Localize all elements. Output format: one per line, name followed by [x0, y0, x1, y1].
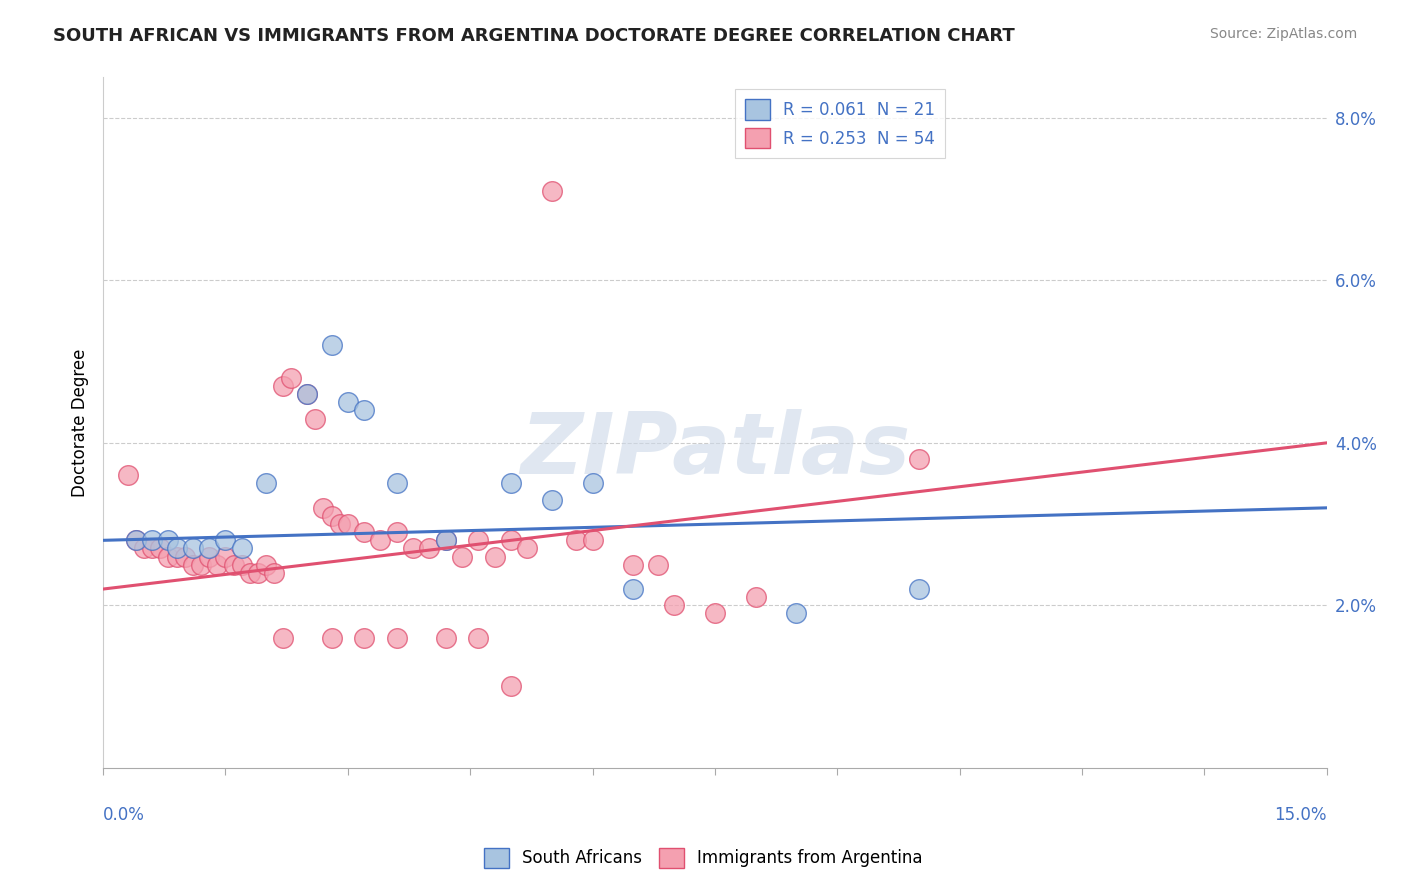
Point — [703, 607, 725, 621]
Point — [353, 403, 375, 417]
Point — [581, 533, 603, 548]
Point — [451, 549, 474, 564]
Text: 0.0%: 0.0% — [103, 805, 145, 823]
Point — [181, 541, 204, 556]
Point — [198, 541, 221, 556]
Point — [907, 452, 929, 467]
Point — [499, 533, 522, 548]
Point — [402, 541, 425, 556]
Point — [321, 338, 343, 352]
Point — [271, 631, 294, 645]
Point — [271, 379, 294, 393]
Point — [214, 533, 236, 548]
Point — [647, 558, 669, 572]
Point — [353, 631, 375, 645]
Point — [499, 476, 522, 491]
Point — [329, 517, 352, 532]
Point — [385, 631, 408, 645]
Point — [149, 541, 172, 556]
Point — [132, 541, 155, 556]
Point — [239, 566, 262, 580]
Point — [295, 387, 318, 401]
Point — [353, 525, 375, 540]
Point — [434, 631, 457, 645]
Point — [207, 558, 229, 572]
Point — [190, 558, 212, 572]
Point — [418, 541, 440, 556]
Point — [434, 533, 457, 548]
Point — [254, 476, 277, 491]
Point — [336, 517, 359, 532]
Text: SOUTH AFRICAN VS IMMIGRANTS FROM ARGENTINA DOCTORATE DEGREE CORRELATION CHART: SOUTH AFRICAN VS IMMIGRANTS FROM ARGENTI… — [53, 27, 1015, 45]
Point — [785, 607, 807, 621]
Point — [565, 533, 588, 548]
Point — [662, 599, 685, 613]
Point — [385, 476, 408, 491]
Point — [621, 582, 644, 596]
Point — [467, 631, 489, 645]
Point — [467, 533, 489, 548]
Point — [166, 549, 188, 564]
Point — [621, 558, 644, 572]
Point — [321, 631, 343, 645]
Point — [231, 541, 253, 556]
Point — [484, 549, 506, 564]
Point — [581, 476, 603, 491]
Y-axis label: Doctorate Degree: Doctorate Degree — [72, 349, 89, 497]
Point — [540, 184, 562, 198]
Point — [125, 533, 148, 548]
Legend: R = 0.061  N = 21, R = 0.253  N = 54: R = 0.061 N = 21, R = 0.253 N = 54 — [735, 89, 945, 158]
Point — [181, 558, 204, 572]
Point — [540, 492, 562, 507]
Point — [231, 558, 253, 572]
Point — [117, 468, 139, 483]
Point — [304, 411, 326, 425]
Point — [198, 549, 221, 564]
Point — [125, 533, 148, 548]
Point — [157, 533, 180, 548]
Point — [516, 541, 538, 556]
Point — [254, 558, 277, 572]
Point — [166, 541, 188, 556]
Point — [499, 680, 522, 694]
Point — [295, 387, 318, 401]
Text: ZIPatlas: ZIPatlas — [520, 409, 910, 491]
Point — [247, 566, 270, 580]
Point — [214, 549, 236, 564]
Point — [907, 582, 929, 596]
Point — [222, 558, 245, 572]
Point — [385, 525, 408, 540]
Point — [744, 590, 766, 604]
Point — [280, 371, 302, 385]
Point — [312, 500, 335, 515]
Point — [336, 395, 359, 409]
Point — [173, 549, 195, 564]
Point — [141, 541, 163, 556]
Legend: South Africans, Immigrants from Argentina: South Africans, Immigrants from Argentin… — [477, 841, 929, 875]
Point — [263, 566, 285, 580]
Text: 15.0%: 15.0% — [1274, 805, 1327, 823]
Point — [370, 533, 392, 548]
Point — [141, 533, 163, 548]
Point — [157, 549, 180, 564]
Text: Source: ZipAtlas.com: Source: ZipAtlas.com — [1209, 27, 1357, 41]
Point — [321, 508, 343, 523]
Point — [434, 533, 457, 548]
